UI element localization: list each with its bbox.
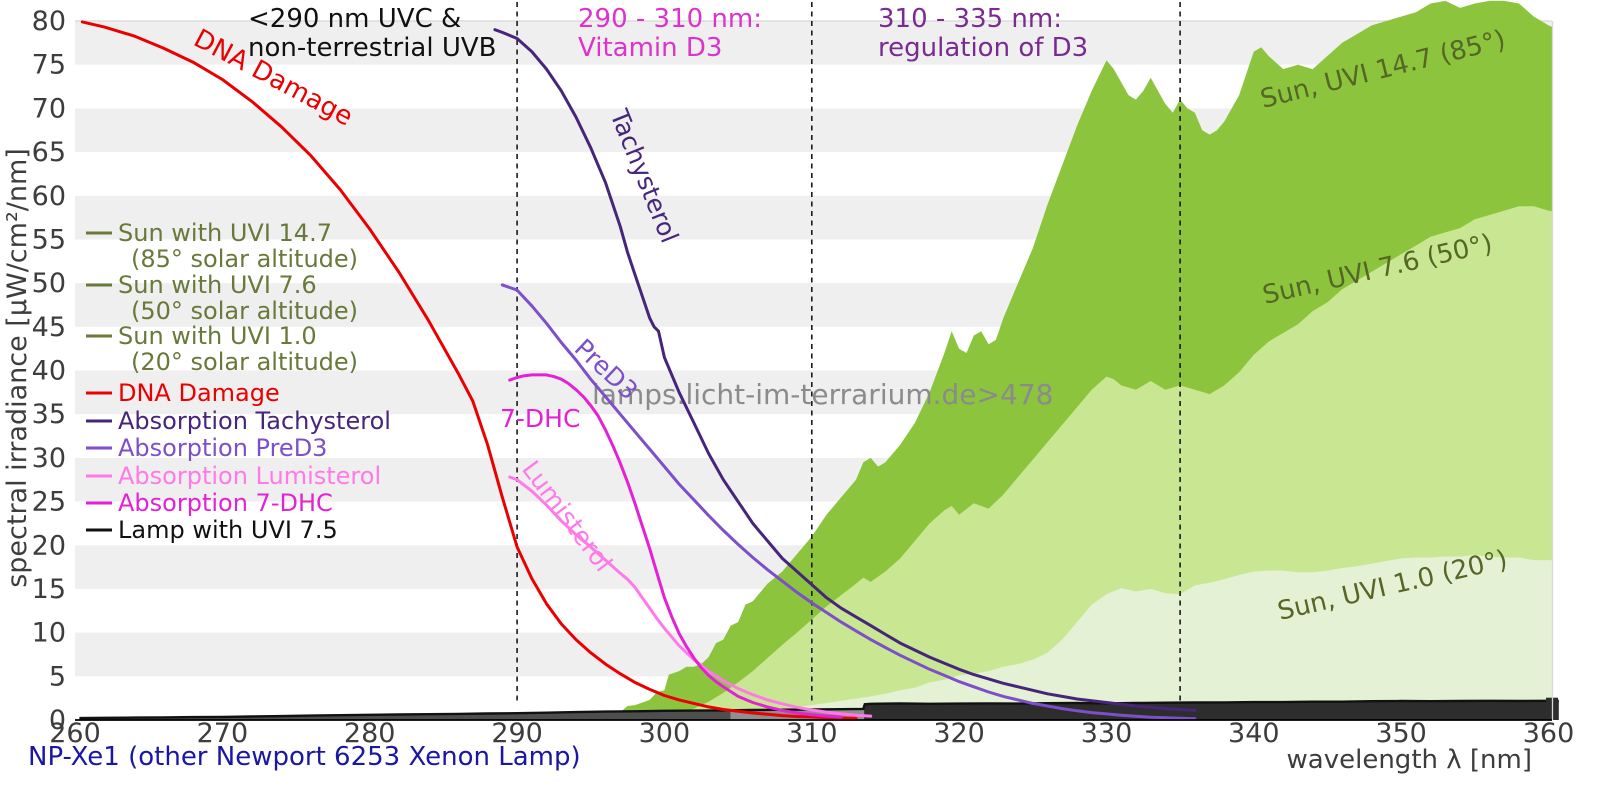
curve-dna_damage (80, 20, 858, 720)
legend-label-4: Absorption Tachysterol (118, 407, 391, 435)
y-tick-20: 20 (32, 530, 66, 561)
annotation-1-line1: 290 - 310 nm: (578, 4, 762, 34)
watermark-text: lamps.licht-im-terrarium.de>478 (592, 378, 1053, 411)
y-tick-25: 25 (32, 487, 66, 518)
annotation-0-line1: <290 nm UVC & (248, 4, 461, 34)
x-tick-280: 280 (344, 718, 396, 749)
y-tick-65: 65 (32, 137, 66, 168)
legend-label-0: Sun with UVI 14.7 (118, 219, 332, 247)
annotation-2-line1: 310 - 335 nm: (878, 4, 1062, 34)
y-tick-0: 0 (49, 705, 66, 736)
annotation-0-line2: non-terrestrial UVB (248, 33, 497, 63)
legend-sublabel-0: (85° solar altitude) (131, 245, 358, 273)
y-tick-55: 55 (32, 224, 66, 255)
legend-sublabel-2: (20° solar altitude) (131, 348, 358, 376)
x-tick-270: 270 (197, 718, 249, 749)
y-tick-5: 5 (49, 661, 66, 692)
y-tick-15: 15 (32, 574, 66, 605)
area-sun_uvi_1_0 (701, 554, 1553, 720)
y-tick-75: 75 (32, 50, 66, 81)
y-tick-45: 45 (32, 312, 66, 343)
y-axis-title: spectral irradiance [μW/cm²/nm] (2, 148, 33, 588)
x-tick-350: 350 (1375, 718, 1427, 749)
curve-label-3: 7-DHC (500, 404, 580, 433)
x-tick-300: 300 (639, 718, 691, 749)
annotation-1-line2: Vitamin D3 (578, 33, 722, 63)
legend-label-6: Absorption Lumisterol (118, 462, 381, 490)
y-tick-80: 80 (32, 6, 66, 37)
curve-lumisterol (508, 475, 873, 718)
legend-label-8: Lamp with UVI 7.5 (118, 516, 338, 544)
x-tick-320: 320 (933, 718, 985, 749)
grid-stripe (75, 21, 1552, 65)
x-tick-360: 360 (1523, 718, 1575, 749)
y-tick-35: 35 (32, 399, 66, 430)
lamp-model-note: NP-Xe1 (other Newport 6253 Xenon Lamp) (28, 742, 581, 772)
legend-sublabel-1: (50° solar altitude) (131, 297, 358, 325)
y-tick-30: 30 (32, 443, 66, 474)
x-tick-290: 290 (491, 718, 543, 749)
y-tick-50: 50 (32, 268, 66, 299)
annotation-2-line2: regulation of D3 (878, 33, 1088, 63)
x-axis-title: wavelength λ [nm] (1287, 745, 1532, 775)
legend-label-1: Sun with UVI 7.6 (118, 271, 317, 299)
curve-pred3 (500, 283, 1197, 721)
y-tick-40: 40 (32, 356, 66, 387)
legend-label-7: Absorption 7-DHC (118, 489, 333, 517)
lamp-top-line (79, 699, 1559, 720)
y-tick-10: 10 (32, 618, 66, 649)
x-tick-330: 330 (1081, 718, 1133, 749)
curve-tachysterol (493, 28, 1197, 712)
y-tick-70: 70 (32, 93, 66, 124)
x-tick-310: 310 (786, 718, 838, 749)
x-tick-340: 340 (1228, 718, 1280, 749)
x-tick-260: 260 (49, 718, 101, 749)
legend-label-5: Absorption PreD3 (118, 434, 327, 462)
legend-label-3: DNA Damage (118, 379, 280, 407)
legend-label-2: Sun with UVI 1.0 (118, 322, 317, 350)
curve-dhc_7 (508, 373, 843, 719)
y-tick-60: 60 (32, 181, 66, 212)
